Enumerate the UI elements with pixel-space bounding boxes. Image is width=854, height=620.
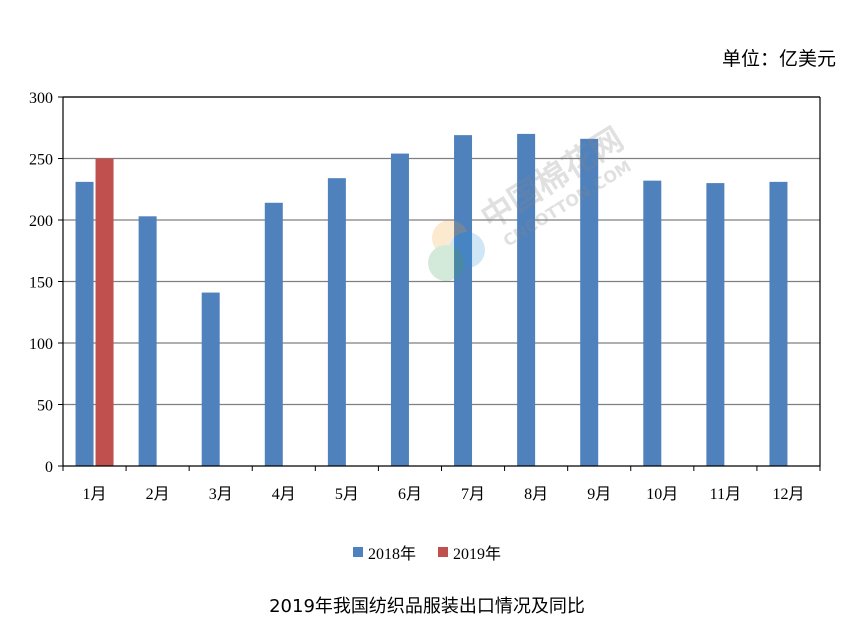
x-tick-label: 8月 [524,486,548,503]
x-tick-label: 10月 [646,486,678,503]
x-tick-label: 3月 [209,486,233,503]
x-tick-label: 6月 [398,486,422,503]
axis-layer: 0 50 100 150 200 250 300 1月 2月 3月 4月 5月 6月 7月 8月 9月 10月 1… [29,90,821,503]
legend-swatch-2018 [352,547,363,557]
chart-title: 2019年我国纺织品服装出口情况及同比 [269,596,585,617]
x-tick-label: 5月 [335,486,359,503]
bar-2018年-8月 [517,133,536,466]
bar-2018年-10月 [643,180,662,466]
legend-label-2019: 2019年 [453,546,502,563]
grid-layer [63,96,820,406]
bar-2018年-5月 [327,178,346,466]
bar-2018年-1月 [75,181,94,466]
bar-2018年-7月 [454,135,473,466]
y-tick-label: 300 [29,90,53,107]
legend-label-2018: 2018年 [367,546,416,563]
legend-swatch-2019 [438,547,448,557]
bar-2018年-3月 [201,292,220,466]
y-tick-label: 0 [45,459,53,476]
bar-2018年-6月 [390,153,409,466]
y-tick-label: 50 [37,398,53,415]
bar-2018年-12月 [769,181,788,466]
unit-label: 单位：亿美元 [721,48,836,70]
y-tick-label: 150 [29,275,53,292]
x-tick-label: 11月 [710,486,741,503]
bar-2018年-9月 [580,138,599,466]
bars-layer [75,133,788,466]
bar-2018年-4月 [264,202,283,466]
x-tick-label: 9月 [587,486,611,503]
legend-item-2019: 2019年 [438,540,501,564]
legend-item-2018: 2018年 [352,540,416,564]
y-tick-label: 250 [29,152,53,169]
bar-2019年-1月 [95,158,114,466]
y-tick-label: 100 [29,336,53,353]
y-tick-label: 200 [29,213,53,230]
bar-2018年-2月 [138,216,157,466]
x-tick-label: 2月 [146,486,170,503]
x-tick-label: 1月 [83,486,107,503]
x-tick-label: 12月 [772,486,804,503]
legend: 2018年 2019年 [0,540,854,564]
bar-2018年-11月 [706,183,725,466]
x-tick-label: 7月 [461,486,485,503]
x-tick-label: 4月 [272,486,296,503]
